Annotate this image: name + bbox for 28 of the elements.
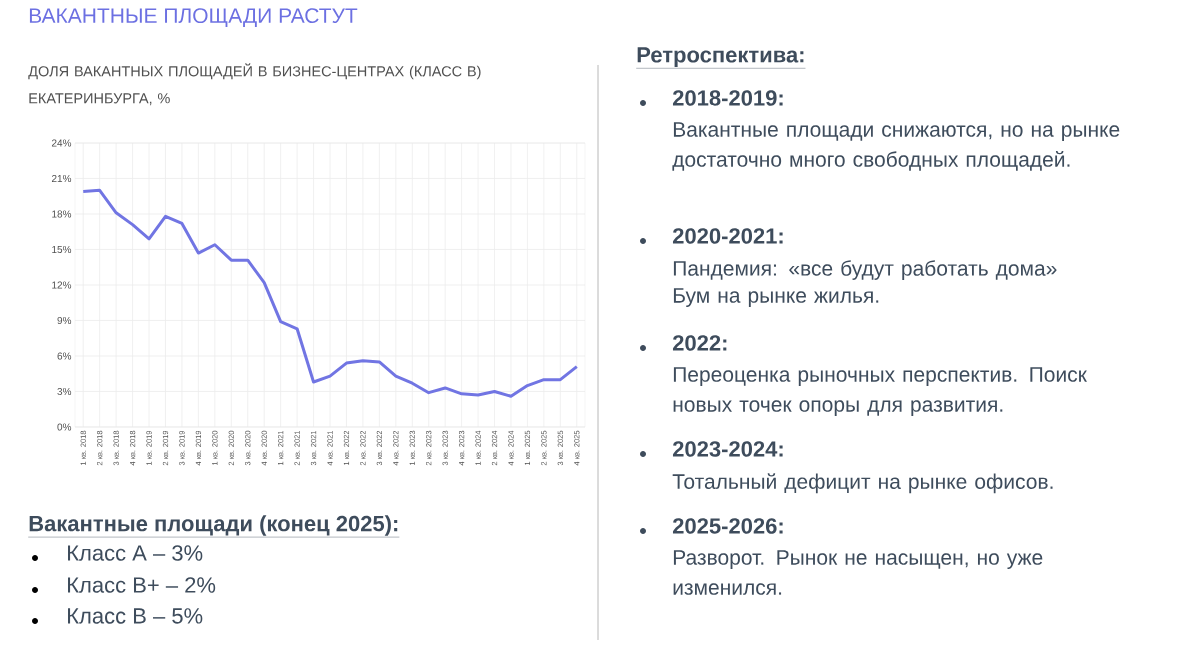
chart-title: ВАКАНТНЫЕ ПЛОЩАДИ РАСТУТ <box>29 8 358 28</box>
line-series <box>81 188 579 398</box>
text: Класс В – 5% <box>68 608 203 624</box>
text: Класс В+ – 2% <box>68 577 216 593</box>
text: Тотальный дефицит на рынке офисов. <box>672 473 1053 494</box>
chart-subtitle: ДОЛЯ ВАКАНТНЫХ ПЛОЩАДЕЙ В БИЗНЕС-ЦЕНТРАХ (КЛАСС В) ЕКАТЕРИНБУРГА, % <box>28 63 481 106</box>
text: Переоценка рыночных перспектив. Поиск новых точек опоры для развития. <box>673 367 1087 416</box>
text: 2025-2026: <box>672 518 783 534</box>
y-tick-label: 15% <box>52 245 72 254</box>
y-tick-label: 12% <box>52 281 72 289</box>
y-tick-label: 9% <box>57 316 72 325</box>
text: Пандемия: «все будут работать дома» <box>673 260 1057 280</box>
text: 2018-2019: <box>672 90 783 106</box>
y-tick-label: 18% <box>52 210 72 218</box>
text: 2020-2021: <box>672 228 783 244</box>
y-tick-label: 3% <box>57 387 72 396</box>
y-tick-label: 21% <box>51 174 72 183</box>
text: Вакантные площади (конец 2025): <box>29 515 398 536</box>
text: 2023-2024: <box>672 441 783 457</box>
text: 2022: <box>672 335 727 351</box>
text: Вакантные площади снижаются, но на рынке достаточно много свободных площадей. <box>672 122 1120 171</box>
text: Ретроспектива: <box>637 47 804 67</box>
text: Разворот. Рынок не насыщен, но уже изменился. <box>673 550 1043 595</box>
y-tick-label: 6% <box>57 352 72 360</box>
y-tick-label: 24% <box>51 139 72 147</box>
text: Бум на рынке жилья. <box>673 288 879 307</box>
text: Класс А – 3% <box>68 545 203 561</box>
y-tick-label: 0% <box>57 423 72 431</box>
